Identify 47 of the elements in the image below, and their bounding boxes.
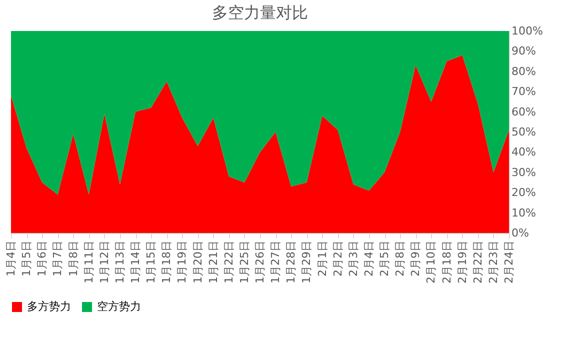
- x-tick-label: 1月6日: [36, 240, 49, 276]
- y-tick-label: 20%: [512, 186, 536, 200]
- x-tick-label: 2月22日: [471, 240, 484, 284]
- x-tick-label: 1月13日: [113, 240, 126, 284]
- x-tick-label: 1月11日: [82, 240, 96, 284]
- y-tick-label: 60%: [512, 105, 536, 118]
- y-tick-label: 80%: [512, 64, 536, 78]
- x-tick-label: 2月10日: [424, 240, 438, 284]
- x-tick-label: 2月19日: [456, 240, 469, 284]
- y-tick-label: 40%: [512, 146, 536, 159]
- x-tick-label: 1月7日: [51, 240, 64, 276]
- x-tick-label: 1月25日: [238, 240, 251, 284]
- x-tick-label: 2月18日: [440, 240, 454, 284]
- chart-title: 多空力量对比: [212, 3, 308, 22]
- x-tick-label: 2月9日: [409, 240, 422, 276]
- x-tick-label: 2月4日: [362, 240, 376, 276]
- x-tick-label: 2月8日: [394, 240, 407, 276]
- x-tick-label: 2月5日: [378, 240, 391, 276]
- x-tick-label: 1月12日: [98, 240, 111, 284]
- x-tick-label: 1月8日: [66, 240, 80, 276]
- x-tick-label: 1月5日: [20, 240, 34, 276]
- legend-label: 多方势力: [27, 300, 71, 313]
- x-tick-label: 1月19日: [176, 240, 189, 284]
- x-tick-label: 1月18日: [160, 240, 174, 284]
- y-tick-label: 90%: [512, 44, 536, 58]
- y-tick-label: 50%: [512, 126, 536, 138]
- x-tick-label: 2月24日: [502, 240, 516, 284]
- y-tick-label: 10%: [512, 206, 536, 220]
- x-tick-label: 1月14日: [129, 240, 142, 284]
- x-tick-label: 1月4日: [4, 240, 18, 276]
- x-tick-label: 1月22日: [222, 240, 236, 284]
- y-tick-label: 70%: [512, 85, 536, 98]
- x-tick-label: 2月23日: [486, 240, 500, 284]
- x-tick-label: 1月26日: [254, 240, 266, 284]
- x-tick-label: 1月15日: [144, 240, 158, 284]
- y-tick-label: 100%: [512, 24, 543, 38]
- x-tick-label: 1月29日: [300, 240, 314, 284]
- x-tick-label: 1月27日: [269, 240, 282, 284]
- x-tick-label: 1月28日: [284, 240, 298, 284]
- x-tick-label: 1月20日: [191, 240, 204, 284]
- x-tick-label: 1月21日: [206, 240, 220, 284]
- x-tick-label: 2月2日: [331, 240, 344, 276]
- legend-label: 空方势力: [97, 300, 141, 313]
- y-tick-label: 0%: [512, 226, 529, 240]
- x-tick-label: 2月3日: [346, 240, 360, 276]
- x-tick-label: 2月1日: [316, 240, 329, 276]
- y-tick-label: 30%: [512, 166, 536, 179]
